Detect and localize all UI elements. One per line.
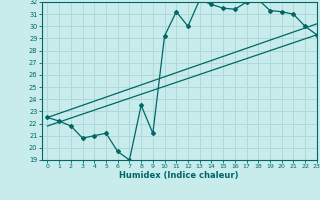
X-axis label: Humidex (Indice chaleur): Humidex (Indice chaleur) — [119, 171, 239, 180]
